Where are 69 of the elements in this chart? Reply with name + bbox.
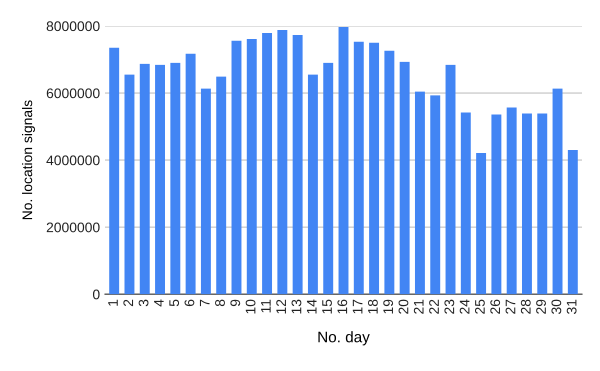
x-tick-label: 26 (490, 300, 500, 314)
x-tick-label: 4 (154, 299, 164, 306)
x-tick-label: 24 (460, 299, 470, 314)
x-axis-title: No. day (318, 331, 370, 346)
bar (522, 113, 532, 294)
x-tick-label: 14 (306, 299, 317, 314)
bar (155, 64, 166, 294)
y-tick-label: 2000000 (46, 222, 100, 232)
bar (400, 62, 410, 294)
y-tick-label: 0 (92, 290, 100, 300)
bar (491, 114, 502, 294)
y-axis-title: No. location signals (22, 100, 35, 220)
bar (414, 92, 425, 294)
x-tick-label: 3 (138, 300, 148, 306)
bar (232, 40, 242, 294)
bar (354, 42, 364, 294)
x-tick-label: 10 (246, 300, 256, 314)
bar (140, 64, 150, 294)
x-tick-label: 15 (322, 300, 332, 314)
bar (124, 74, 134, 294)
bar (109, 48, 120, 294)
bar (186, 54, 196, 294)
bar (323, 62, 334, 294)
x-tick-label: 31 (566, 300, 577, 314)
bar (262, 33, 272, 294)
x-tick-label: 1 (108, 300, 118, 306)
x-tick-label: 25 (474, 300, 485, 314)
bar (369, 42, 380, 294)
x-tick-label: 20 (398, 300, 408, 314)
x-tick-label: 21 (414, 300, 424, 314)
x-tick-label: 28 (520, 300, 531, 314)
y-tick-label: 4000000 (46, 155, 100, 166)
x-tick-label: 17 (352, 300, 362, 314)
bar (292, 35, 303, 294)
bar (277, 30, 288, 294)
x-tick-label: 19 (383, 300, 394, 314)
bar (537, 113, 548, 294)
bar (308, 74, 318, 294)
x-tick-label: 7 (200, 300, 210, 306)
x-tick-label: 12 (276, 300, 286, 314)
x-tick-label: 29 (536, 300, 546, 314)
bar (552, 88, 563, 294)
x-tick-label: 6 (184, 300, 194, 306)
bar (216, 76, 226, 294)
bar (506, 107, 517, 294)
bar (460, 112, 471, 294)
bar (170, 62, 180, 294)
y-tick-label: 8000000 (46, 21, 100, 32)
x-tick-label: 23 (444, 300, 454, 314)
x-tick-label: 11 (261, 300, 271, 312)
x-tick-label: 2 (123, 300, 134, 306)
bar (568, 150, 578, 294)
x-tick-label: 22 (429, 300, 439, 314)
y-tick-label: 6000000 (46, 88, 100, 98)
x-tick-label: 9 (230, 300, 240, 306)
bar (246, 39, 257, 294)
x-tick-label: 13 (292, 300, 302, 314)
bar (200, 88, 211, 294)
bar (430, 95, 440, 294)
bar (476, 153, 486, 294)
x-tick-label: 30 (551, 300, 562, 314)
bar (446, 64, 456, 294)
x-tick-label: 16 (337, 300, 348, 314)
x-tick-label: 8 (215, 300, 225, 306)
bar (338, 26, 348, 294)
bar (384, 50, 394, 294)
x-tick-label: 18 (368, 300, 378, 314)
x-tick-label: 5 (169, 300, 180, 306)
x-tick-label: 27 (506, 300, 516, 314)
